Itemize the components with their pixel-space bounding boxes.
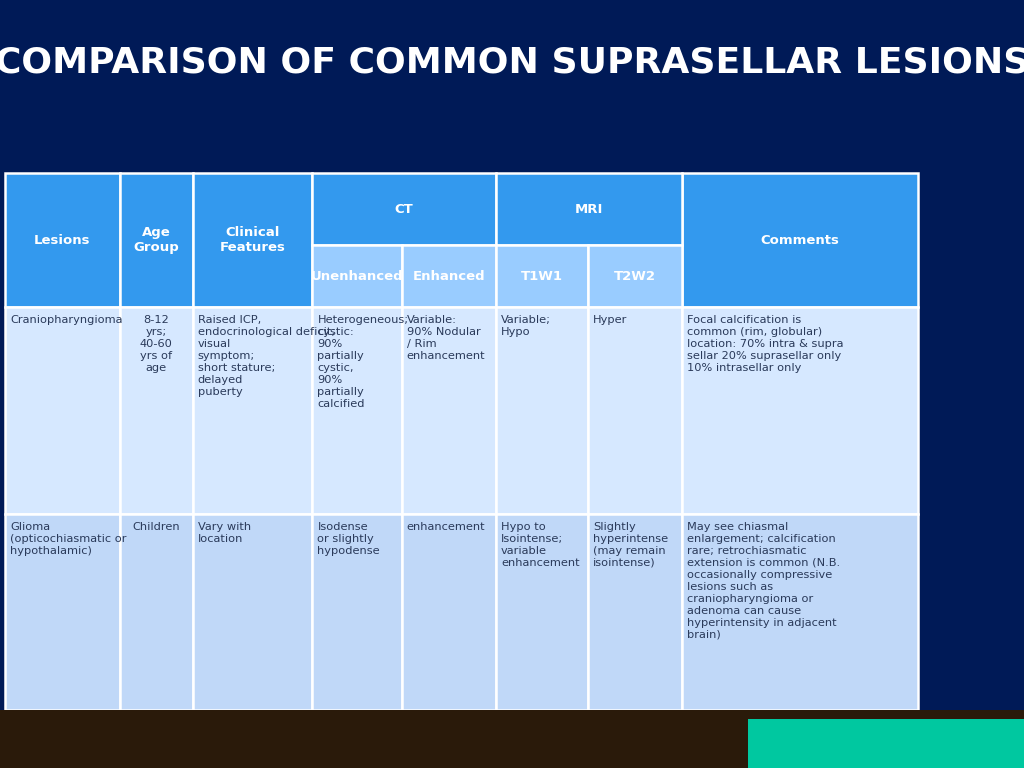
FancyBboxPatch shape xyxy=(496,307,588,515)
Text: Vary with
location: Vary with location xyxy=(198,522,251,544)
FancyBboxPatch shape xyxy=(312,307,401,515)
Text: May see chiasmal
enlargement; calcification
rare; retrochiasmatic
extension is c: May see chiasmal enlargement; calcificat… xyxy=(687,522,841,640)
FancyBboxPatch shape xyxy=(0,710,1024,768)
FancyBboxPatch shape xyxy=(496,173,682,246)
FancyBboxPatch shape xyxy=(496,246,588,307)
FancyBboxPatch shape xyxy=(0,0,1024,131)
Text: Age
Group: Age Group xyxy=(133,226,179,254)
FancyBboxPatch shape xyxy=(401,515,496,710)
FancyBboxPatch shape xyxy=(682,515,918,710)
Text: Lesions: Lesions xyxy=(34,233,91,247)
FancyBboxPatch shape xyxy=(588,246,682,307)
FancyBboxPatch shape xyxy=(682,173,918,307)
FancyBboxPatch shape xyxy=(312,173,496,246)
FancyBboxPatch shape xyxy=(120,307,193,515)
FancyBboxPatch shape xyxy=(748,719,1024,768)
Text: Slightly
hyperintense
(may remain
isointense): Slightly hyperintense (may remain isoint… xyxy=(593,522,669,568)
FancyBboxPatch shape xyxy=(5,173,120,307)
FancyBboxPatch shape xyxy=(401,307,496,515)
FancyBboxPatch shape xyxy=(5,307,120,515)
FancyBboxPatch shape xyxy=(193,307,312,515)
FancyBboxPatch shape xyxy=(682,307,918,515)
FancyBboxPatch shape xyxy=(193,173,312,307)
Text: enhancement: enhancement xyxy=(407,522,485,532)
Text: Hypo to
Isointense;
variable
enhancement: Hypo to Isointense; variable enhancement xyxy=(501,522,580,568)
FancyBboxPatch shape xyxy=(5,515,120,710)
Text: Enhanced: Enhanced xyxy=(413,270,485,283)
Text: Glioma
(opticochiasmatic or
hypothalamic): Glioma (opticochiasmatic or hypothalamic… xyxy=(10,522,127,556)
Text: Clinical
Features: Clinical Features xyxy=(219,226,286,254)
FancyBboxPatch shape xyxy=(120,515,193,710)
FancyBboxPatch shape xyxy=(312,246,401,307)
Text: Raised ICP,
endocrinological deficit;
visual
symptom;
short stature;
delayed
pub: Raised ICP, endocrinological deficit; vi… xyxy=(198,315,335,397)
Text: Heterogeneous;
cystic:
90%
partially
cystic,
90%
partially
calcified: Heterogeneous; cystic: 90% partially cys… xyxy=(317,315,409,409)
Text: 8-12
yrs;
40-60
yrs of
age: 8-12 yrs; 40-60 yrs of age xyxy=(139,315,173,373)
Text: Hyper: Hyper xyxy=(593,315,628,325)
Text: Focal calcification is
common (rim, globular)
location: 70% intra & supra
sellar: Focal calcification is common (rim, glob… xyxy=(687,315,844,373)
Text: Isodense
or slightly
hypodense: Isodense or slightly hypodense xyxy=(317,522,380,556)
Text: T2W2: T2W2 xyxy=(614,270,656,283)
FancyBboxPatch shape xyxy=(401,246,496,307)
Text: Unenhanced: Unenhanced xyxy=(310,270,403,283)
Text: Comments: Comments xyxy=(761,233,840,247)
Text: Variable;
Hypo: Variable; Hypo xyxy=(501,315,551,337)
Text: COMPARISON OF COMMON SUPRASELLAR LESIONS: COMPARISON OF COMMON SUPRASELLAR LESIONS xyxy=(0,45,1024,80)
FancyBboxPatch shape xyxy=(588,515,682,710)
FancyBboxPatch shape xyxy=(588,307,682,515)
FancyBboxPatch shape xyxy=(120,173,193,307)
Text: CT: CT xyxy=(394,203,414,216)
FancyBboxPatch shape xyxy=(496,515,588,710)
Text: MRI: MRI xyxy=(574,203,603,216)
Text: Craniopharyngioma: Craniopharyngioma xyxy=(10,315,123,325)
Text: Children: Children xyxy=(132,522,180,532)
FancyBboxPatch shape xyxy=(193,515,312,710)
FancyBboxPatch shape xyxy=(312,515,401,710)
Text: T1W1: T1W1 xyxy=(521,270,563,283)
Text: Variable:
90% Nodular
/ Rim
enhancement: Variable: 90% Nodular / Rim enhancement xyxy=(407,315,485,361)
